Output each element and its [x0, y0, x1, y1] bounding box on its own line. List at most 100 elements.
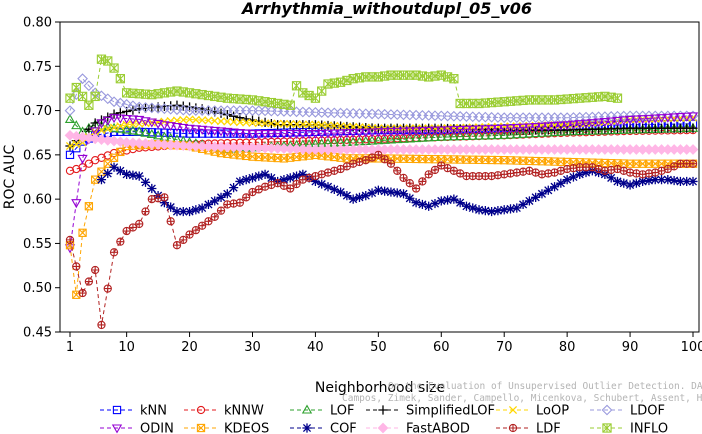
- data-point: [121, 98, 133, 110]
- data-point: [172, 241, 182, 250]
- data-point: [493, 206, 503, 216]
- data-point: [198, 129, 207, 138]
- data-point: [65, 141, 75, 151]
- data-point: [574, 120, 585, 130]
- data-point: [172, 206, 182, 217]
- data-point: [102, 93, 114, 105]
- data-point: [417, 132, 428, 142]
- data-point: [606, 117, 617, 127]
- legend-label: LDOF: [630, 404, 665, 419]
- series-line: [69, 58, 618, 107]
- data-point: [681, 112, 692, 122]
- data-point: [64, 129, 76, 141]
- data-point: [191, 103, 201, 113]
- data-point: [114, 97, 126, 109]
- data-point: [663, 175, 673, 185]
- data-point: [411, 198, 421, 208]
- legend-label: LOF: [330, 404, 355, 419]
- data-point: [146, 128, 157, 139]
- data-point: [367, 188, 377, 198]
- data-point: [291, 130, 302, 140]
- data-point: [448, 126, 460, 136]
- data-point: [115, 166, 125, 176]
- data-point: [377, 422, 389, 434]
- data-point: [386, 187, 396, 197]
- data-point: [229, 111, 239, 121]
- y-axis-label: ROC AUC: [2, 144, 18, 209]
- data-point: [235, 176, 245, 187]
- series-ldof: [64, 73, 699, 124]
- data-point: [618, 116, 629, 126]
- data-point: [111, 424, 123, 434]
- legend-item-ldof: LDOF: [590, 404, 665, 419]
- data-point: [83, 132, 95, 144]
- data-point: [178, 123, 189, 133]
- data-point: [448, 131, 460, 141]
- data-point: [619, 178, 629, 188]
- data-point: [114, 136, 126, 148]
- data-point: [378, 405, 388, 415]
- data-point: [524, 128, 535, 138]
- data-point: [688, 176, 698, 187]
- x-tick-label: 40: [307, 340, 324, 355]
- data-point: [568, 120, 579, 130]
- data-point: [291, 81, 302, 91]
- data-point: [140, 177, 151, 187]
- legend-item-inflo: INFLO: [590, 422, 668, 434]
- x-tick-label: 100: [681, 340, 702, 355]
- data-point: [91, 127, 100, 136]
- legend-item-odin: ODIN: [100, 422, 174, 434]
- data-point: [298, 120, 307, 129]
- data-point: [580, 119, 592, 129]
- data-point: [266, 173, 276, 183]
- data-point: [424, 170, 433, 179]
- data-point: [97, 167, 106, 176]
- data-point: [64, 113, 76, 123]
- data-point: [601, 404, 613, 416]
- data-point: [455, 125, 466, 136]
- data-point: [423, 126, 434, 136]
- data-point: [103, 284, 112, 293]
- data-point: [556, 178, 566, 188]
- data-point: [121, 124, 132, 134]
- data-point: [247, 173, 258, 183]
- legend: kNN kNNW LOF SimplifiedLOF LoOP LDOF ODIN KDEOS…: [100, 404, 668, 434]
- data-point: [468, 203, 478, 213]
- data-point: [77, 73, 88, 85]
- x-tick-label: 50: [370, 340, 387, 355]
- x-tick-label: 80: [559, 340, 576, 355]
- data-point: [336, 122, 345, 131]
- data-point: [121, 114, 132, 125]
- legend-item-simplifiedlof: SimplifiedLOF: [366, 404, 495, 419]
- data-point: [625, 180, 635, 190]
- data-point: [335, 129, 346, 139]
- data-point: [410, 127, 422, 137]
- data-point: [508, 423, 518, 433]
- data-point: [624, 115, 636, 125]
- legend-item-kdeos: KDEOS: [184, 422, 269, 434]
- legend-label: COF: [330, 422, 357, 434]
- data-point: [442, 126, 453, 136]
- data-point: [398, 133, 409, 143]
- data-point: [455, 131, 466, 141]
- data-point: [379, 134, 390, 144]
- x-tick-label: 20: [181, 340, 198, 355]
- chart-title: Arrhythmia_withoutdupl_05_v06: [240, 0, 532, 18]
- data-point: [380, 186, 390, 196]
- watermark-authors: Campos, Zimek, Sander, Campello, Micenko…: [342, 393, 702, 404]
- data-point: [97, 320, 106, 330]
- data-point: [662, 113, 673, 123]
- data-point: [286, 119, 295, 129]
- data-point: [261, 119, 270, 128]
- data-point: [568, 172, 579, 182]
- data-point: [423, 132, 434, 142]
- data-point: [279, 119, 289, 128]
- series-fastabod: [64, 129, 699, 155]
- data-point: [399, 173, 408, 183]
- data-point: [524, 196, 534, 206]
- legend-label: SimplifiedLOF: [406, 404, 495, 419]
- data-point: [141, 207, 150, 216]
- data-point: [424, 201, 434, 211]
- data-point: [612, 116, 623, 127]
